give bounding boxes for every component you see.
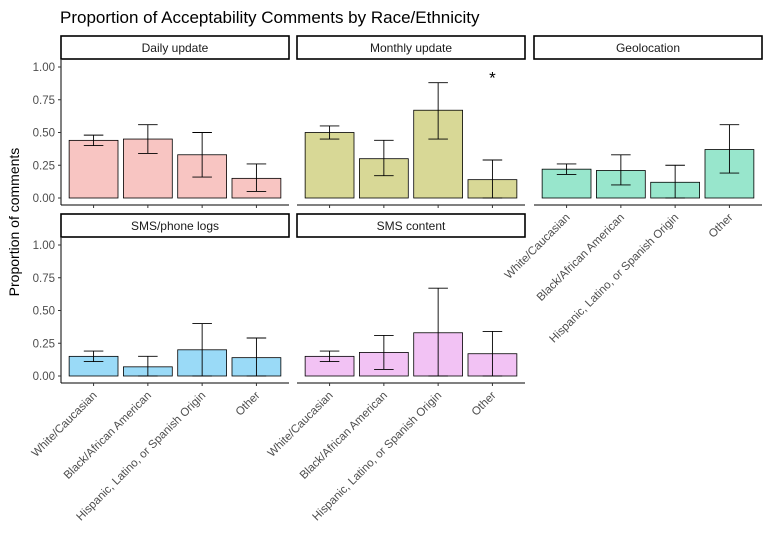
y-tick-label: 0.50 <box>33 306 55 318</box>
facet-panels: Daily update 0.00 0.25 0.50 0.75 1.00 Monthly … <box>30 35 763 523</box>
error-bar <box>192 323 212 377</box>
y-tick-label: 0.25 <box>33 338 55 350</box>
error-bar <box>374 139 394 177</box>
facet-strip-label: Monthly update <box>370 41 452 55</box>
bar <box>68 139 119 199</box>
error-bar <box>374 334 394 370</box>
error-bar <box>246 163 267 192</box>
y-tick-label: 0.75 <box>33 273 55 285</box>
bar <box>304 132 355 199</box>
error-bar <box>83 350 104 363</box>
y-tick-label: 0.25 <box>33 160 55 172</box>
error-bar <box>319 350 340 363</box>
error-bar <box>719 124 740 174</box>
y-tick-label: 0.00 <box>33 193 55 205</box>
facet-panel-daily-update: Daily update 0.00 0.25 0.50 0.75 1.00 <box>33 35 290 208</box>
error-bar <box>428 287 448 377</box>
y-tick-label: 1.00 <box>33 240 55 252</box>
error-bar <box>611 154 631 186</box>
facet-panel-geolocation: GeolocationWhite/CaucasianBlack/African … <box>503 35 763 345</box>
error-bar <box>428 82 448 140</box>
facet-strip <box>60 213 290 238</box>
facet-strip <box>296 213 526 238</box>
x-tick-label: Black/African American <box>535 212 627 304</box>
y-tick-label: 0.75 <box>33 95 55 107</box>
x-tick-label: Other <box>470 390 499 419</box>
facet-panel-monthly-update: Monthly update * <box>296 35 526 208</box>
y-axis-title: Proportion of comments <box>6 148 22 297</box>
error-bar <box>83 134 104 147</box>
error-bar <box>138 124 158 154</box>
facet-strip <box>60 35 290 60</box>
y-tick-label: 1.00 <box>33 62 55 74</box>
facet-strip-label: Geolocation <box>616 41 680 55</box>
x-tick-label: Other <box>707 212 736 241</box>
error-bar <box>319 125 340 140</box>
error-bar <box>665 164 685 199</box>
facet-strip-label: SMS content <box>377 219 446 233</box>
x-tick-label: Black/African American <box>62 390 154 482</box>
error-bar <box>482 159 503 199</box>
error-bar <box>556 163 577 175</box>
error-bar <box>192 132 212 178</box>
facet-strip-label: SMS/phone logs <box>131 219 219 233</box>
error-bar <box>138 355 158 377</box>
y-tick-label: 0.50 <box>33 128 55 140</box>
facet-panel-sms-content: SMS contentWhite/CaucasianBlack/African … <box>266 213 526 523</box>
x-tick-label: Other <box>234 390 263 419</box>
facet-strip <box>533 35 763 60</box>
chart-title: Proportion of Acceptability Comments by … <box>60 8 480 27</box>
facet-panel-sms-phone-logs: SMS/phone logs0.000.250.500.751.00White/… <box>30 213 290 523</box>
x-tick-label: Black/African American <box>298 390 390 482</box>
facet-strip-label: Daily update <box>142 41 209 55</box>
significance-annotation: * <box>489 68 496 87</box>
error-bar <box>246 337 267 377</box>
y-tick-label: 0.00 <box>33 371 55 383</box>
facet-strip <box>296 35 526 60</box>
error-bar <box>482 331 503 377</box>
